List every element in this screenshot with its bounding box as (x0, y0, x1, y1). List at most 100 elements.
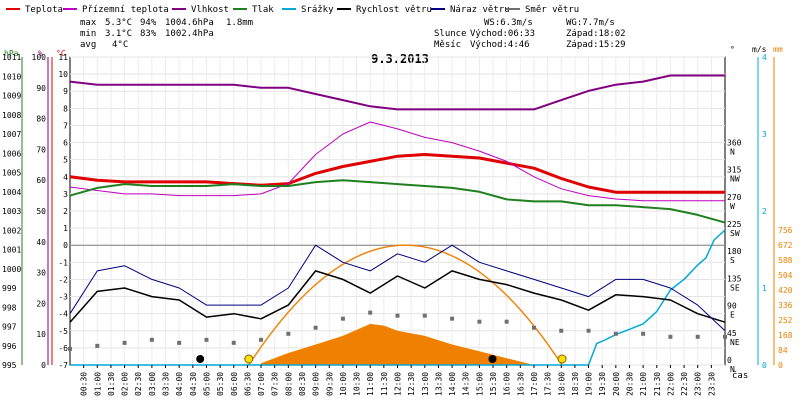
temperature-tick-label: -4 (58, 310, 68, 319)
x-tick-label: 19:00 (585, 372, 594, 396)
chart-title: 9.3.2013 (371, 52, 429, 66)
x-tick-label: 19:30 (598, 372, 607, 396)
x-tick-label: 06:00 (230, 372, 239, 396)
humidity-tick-label: 20 (36, 299, 46, 308)
rain-tick-label: 0 (778, 361, 783, 370)
temperature-tick-label: -3 (58, 293, 68, 302)
pressure-tick-label: 1001 (2, 246, 21, 255)
x-tick-label: 10:30 (353, 372, 362, 396)
wind-dir-point (340, 316, 345, 321)
wind-speed-tick-label: 1 (762, 284, 767, 293)
x-tick-label: 11:30 (380, 372, 389, 396)
humidity-tick-label: 60 (36, 176, 46, 185)
sun-arc (248, 244, 563, 366)
series-line-rychlost-větru (69, 270, 726, 323)
series-line-náraz-větru (69, 244, 726, 332)
temperature-tick-label: 5 (63, 156, 68, 165)
temperature-tick-label: 6 (63, 139, 68, 148)
x-tick-label: 12:30 (407, 372, 416, 396)
wind-dir-compass-label: N (730, 365, 735, 374)
pressure-tick-label: 996 (2, 342, 17, 351)
wind-dir-point (477, 319, 482, 324)
pressure-tick-label: 1002 (2, 226, 21, 235)
x-tick-label: 07:30 (271, 372, 280, 396)
wind-speed-tick-label: 3 (762, 130, 767, 139)
legend-label: Tlak (252, 5, 274, 15)
x-tick-label: 20:00 (612, 372, 621, 396)
wind-dir-axis-unit: ° (730, 45, 735, 54)
wind-dir-tick-label: 225 (727, 220, 742, 229)
x-tick-label: 11:00 (366, 372, 375, 396)
pressure-tick-label: 1009 (2, 92, 21, 101)
sun-marker (557, 354, 567, 364)
stat-min-label: min (80, 29, 96, 39)
wind-dir-point (231, 340, 236, 345)
stat-min-temp: 3.1°C (105, 29, 132, 39)
stats-panel: max 5.3°C 94% 1004.6hPa 1.8mm min 3.1°C … (80, 18, 626, 50)
x-tick-label: 13:00 (421, 372, 430, 396)
wind-dir-point (695, 334, 700, 339)
legend-label: Teplota (25, 5, 63, 15)
wind-dir-compass-label: SW (730, 229, 740, 238)
x-tick-label: 23:30 (707, 372, 716, 396)
temperature-tick-label: -6 (58, 344, 68, 353)
x-tick-label: 06:30 (243, 372, 252, 396)
x-tick-label: 09:30 (325, 372, 334, 396)
pressure-tick-label: 995 (2, 361, 17, 370)
pressure-axis-unit: hPa (4, 49, 19, 58)
stat-max-press: 1004.6hPa (165, 18, 214, 28)
wind-dir-compass-label: SE (730, 283, 740, 292)
x-tick-label: 15:30 (489, 372, 498, 396)
x-tick-label: 14:00 (448, 372, 457, 396)
wind-dir-compass-label: N (730, 147, 735, 156)
x-tick-label: 00:30 (80, 372, 89, 396)
wind-dir-tick-label: 0 (727, 356, 732, 365)
temperature-tick-label: -5 (58, 327, 68, 336)
temperature-tick-label: 9 (63, 87, 68, 96)
pressure-tick-label: 1004 (2, 188, 21, 197)
series-line-tlak (69, 179, 726, 224)
stat-max-hum: 94% (140, 18, 157, 28)
rain-tick-label: 756 (778, 226, 793, 235)
pressure-tick-label: 1000 (2, 265, 21, 274)
pressure-tick-label: 999 (2, 284, 17, 293)
stat-max-label: max (80, 18, 97, 28)
stat-min-hum: 83% (140, 29, 157, 39)
wind-dir-point (504, 319, 509, 324)
x-tick-label: 02:00 (121, 372, 130, 396)
temperature-tick-label: 0 (63, 241, 68, 250)
temperature-tick-label: -1 (58, 258, 68, 267)
x-tick-label: 23:00 (694, 372, 703, 396)
wind-dir-point (395, 313, 400, 318)
x-tick-label: 21:30 (653, 372, 662, 396)
temperature-tick-label: 2 (63, 207, 68, 216)
x-tick-label: 16:00 (503, 372, 512, 396)
x-tick-label: 16:30 (516, 372, 525, 396)
wind-speed-tick-label: 4 (762, 53, 767, 62)
rain-tick-label: 504 (778, 271, 793, 280)
humidity-tick-label: 40 (36, 238, 46, 247)
series-line-srážky (70, 229, 726, 366)
stat-avg-temp: 4°C (112, 40, 128, 50)
sun-label: Slunce (434, 29, 467, 39)
temperature-tick-label: 3 (63, 190, 68, 199)
stat-min-press: 1002.4hPa (165, 29, 214, 39)
wind-dir-point (613, 331, 618, 336)
wind-dir-point (586, 328, 591, 333)
wind-dir-compass-label: W (730, 202, 735, 211)
wind-dir-tick-label: 45 (727, 329, 737, 338)
wind-dir-point (531, 325, 536, 330)
wind-dir-point (259, 337, 264, 342)
x-tick-label: 22:00 (666, 372, 675, 396)
wind-dir-point (723, 334, 727, 339)
rain-tick-label: 672 (778, 241, 793, 250)
wind-speed-tick-label: 2 (762, 207, 767, 216)
x-tick-label: 13:30 (434, 372, 443, 396)
wind-dir-point (68, 346, 72, 351)
wind-dir-point (422, 313, 427, 318)
wind-dir-point (95, 343, 100, 348)
humidity-tick-label: 90 (36, 84, 46, 93)
wind-dir-point (450, 316, 455, 321)
stat-max-temp: 5.3°C (105, 18, 132, 28)
temperature-tick-label: 1 (63, 224, 68, 233)
